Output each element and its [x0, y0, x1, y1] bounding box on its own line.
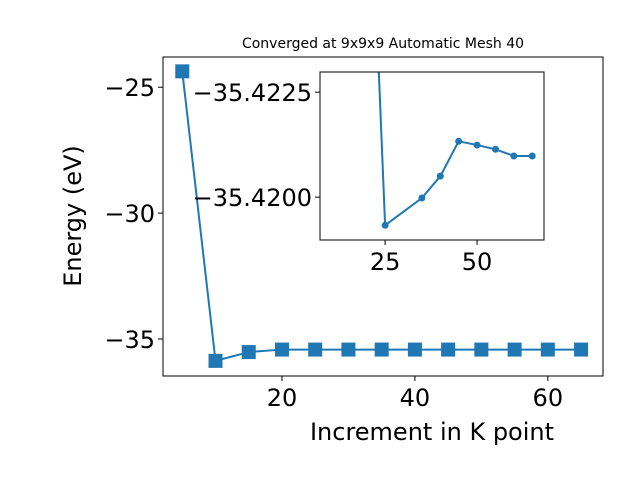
marker — [474, 342, 489, 357]
marker — [510, 152, 518, 160]
marker — [341, 342, 356, 357]
marker — [175, 64, 190, 79]
y-tick-label: −35.4200 — [193, 184, 312, 212]
series — [377, 72, 536, 229]
y-tick-label: −35.4225 — [193, 79, 312, 107]
y-axis-label: Energy (eV) — [59, 145, 87, 287]
marker — [473, 141, 481, 149]
marker — [407, 342, 422, 357]
marker — [528, 152, 536, 160]
marker — [208, 353, 223, 368]
marker — [491, 145, 499, 153]
marker — [507, 342, 522, 357]
marker — [381, 221, 389, 229]
series — [175, 64, 589, 368]
axes-frame — [319, 71, 545, 241]
y-tick-label: −30 — [104, 200, 155, 228]
marker — [441, 342, 456, 357]
x-tick-label: 40 — [400, 384, 431, 412]
x-tick-label: 20 — [267, 384, 298, 412]
marker — [574, 342, 589, 357]
plot-area — [320, 72, 544, 240]
marker — [540, 342, 555, 357]
marker — [241, 345, 256, 360]
marker — [455, 137, 463, 145]
y-tick-label: −25 — [104, 74, 155, 102]
chart-title: Converged at 9x9x9 Automatic Mesh 40 — [242, 36, 524, 52]
marker — [436, 172, 444, 180]
x-tick-label: 25 — [370, 248, 401, 276]
y-tick-label: −35 — [104, 326, 155, 354]
x-tick-label: 60 — [533, 384, 564, 412]
inset: 25 50 −35.4225 −35.4200 — [193, 71, 545, 276]
marker — [308, 342, 323, 357]
marker — [418, 194, 426, 202]
axes-frame — [162, 56, 604, 377]
marker — [374, 342, 389, 357]
x-tick-label: 50 — [462, 248, 493, 276]
x-axis-label: Increment in K point — [310, 418, 554, 446]
marker — [274, 342, 289, 357]
